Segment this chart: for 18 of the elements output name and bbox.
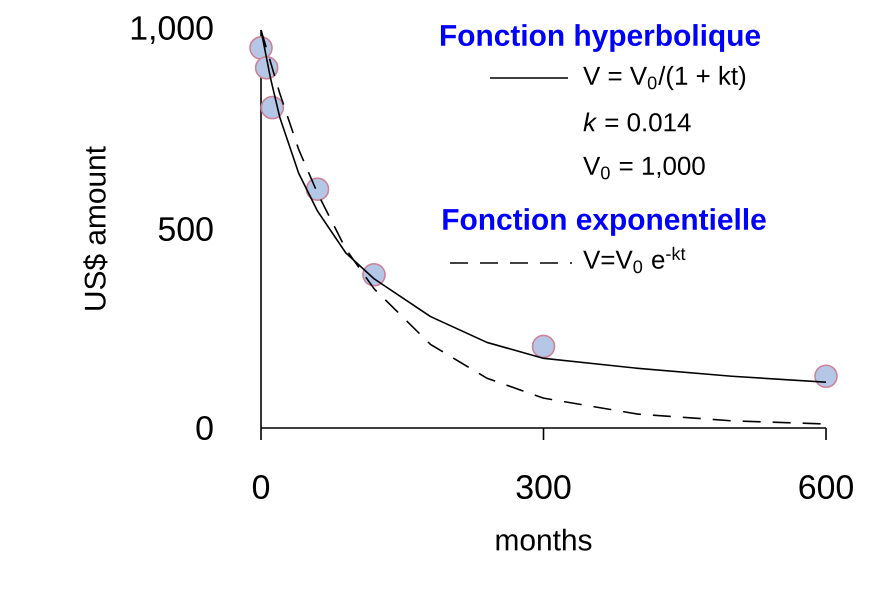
- y-tick-label: 1,000: [132, 16, 213, 44]
- annotation: Fonction exponentielle: [443, 208, 766, 236]
- point: [306, 177, 330, 201]
- y-axis-title: US$ amount: [83, 146, 108, 310]
- annotation: Fonction hyperbolique: [440, 24, 760, 52]
- y-tick-label: 0: [196, 416, 213, 440]
- annotation: k = 0.014: [583, 112, 691, 132]
- x-tick-label: 600: [799, 475, 853, 500]
- annotation: V$_{0}$ = 1,000: [583, 156, 705, 180]
- point: [814, 364, 838, 388]
- x-tick-label: 300: [516, 475, 570, 500]
- legend-label: V = V$_{0}$/(1 + kt): [583, 66, 746, 90]
- y-tick-label: 500: [158, 217, 213, 241]
- point: [260, 96, 284, 120]
- point: [532, 334, 556, 358]
- x-axis-title: months: [496, 528, 592, 551]
- legend-label: V=V$_{0}$ e$^{-kt}$: [583, 246, 686, 274]
- x-tick-label: 0: [252, 475, 270, 500]
